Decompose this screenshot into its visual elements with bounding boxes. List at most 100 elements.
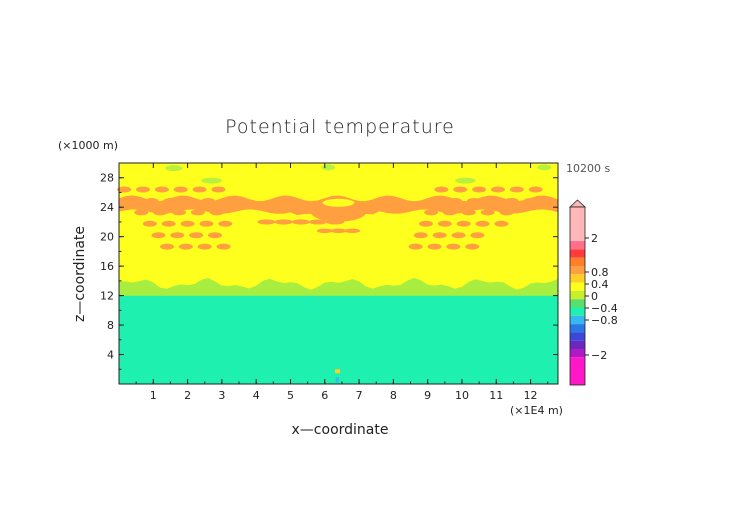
colorbar-segment [570,290,585,300]
wave-arc-middle [326,219,345,225]
colorbar-segment [570,332,585,341]
colorbar-segment [570,265,585,275]
x-tick-label: 8 [390,389,397,402]
wave-cell-left [220,197,235,204]
wave-cell-right [434,186,449,193]
x-tick-label: 3 [218,389,225,402]
region-transition-band [119,277,558,296]
wave-cell-right [504,197,519,204]
x-ticks: 1 2 3 4 5 6 7 8 9 10 11 12 [135,163,549,402]
colorbar-segment [570,299,585,308]
y-tick-label: 4 [107,349,114,362]
x-tick-label: 7 [356,389,363,402]
wave-cell-left [170,232,185,239]
y-axis-unit: (×1000 m) [58,139,119,152]
wave-cell-right [437,220,452,227]
wave-cell-right [424,209,439,216]
y-tick-label: 8 [107,319,114,332]
colorbar-label: −0.4 [591,302,618,315]
green-patch [165,165,183,172]
wave-cell-right [451,232,466,239]
wave-dome-core [322,198,355,207]
wave-cell-left [189,232,204,239]
wave-cell-right [490,186,505,193]
colorbar-segment [570,282,585,291]
wave-cell-left [136,186,151,193]
x-tick-label: 9 [424,389,431,402]
wave-arc-lower [344,228,361,233]
wave-arc-middle [274,219,293,225]
x-tick-label: 11 [489,389,503,402]
y-tick-label: 20 [100,231,114,244]
wave-arc-middle [308,219,327,225]
y-tick-label: 12 [100,290,114,303]
colorbar-segment [570,249,585,258]
y-tick-label: 24 [100,201,114,214]
wave-cell-left [142,220,157,227]
wave-cell-left [154,186,169,193]
colorbar-segment [570,307,585,316]
x-tick-label: 1 [150,389,157,402]
wave-arc-lower [316,228,333,233]
wave-cell-left [190,209,205,216]
wave-cell-left [151,232,166,239]
wave-cell-left [180,220,195,227]
time-label: 10200 s [566,162,611,175]
wave-cell-right [442,209,457,216]
wave-cell-right [427,243,442,250]
wave-cell-left [173,186,188,193]
x-tick-label: 10 [455,389,469,402]
x-tick-label: 6 [321,389,328,402]
wave-cell-right [494,220,509,227]
green-patch [455,177,476,184]
colorbar-segment [570,324,585,333]
wave-cell-right [465,243,480,250]
wave-cell-left [134,209,149,216]
surface-disturbance-cool [335,377,339,383]
colorbar-segment [570,315,585,325]
wave-cell-right [446,243,461,250]
wave-cell-right [466,197,481,204]
colorbar-label: −2 [591,349,607,362]
wave-cell-right [432,232,447,239]
wave-cell-left [117,186,132,193]
y-tick-label: 28 [100,172,114,185]
wave-cell-left [178,243,193,250]
colorbar-arrow [568,199,587,208]
wave-cell-left [144,197,159,204]
wave-cell-right [429,197,444,204]
wave-arc-middle [257,219,276,225]
colorbar-segment [570,207,585,242]
x-tick-label: 4 [253,389,260,402]
wave-dome [310,201,367,222]
wave-cell-right [509,186,524,193]
wave-cell-right [461,209,476,216]
colorbar-label: 0.8 [591,266,609,279]
colorbar-segment [570,274,585,283]
wave-cell-left [216,243,231,250]
wave-cell-right [453,186,468,193]
x-axis-unit: (×1E4 m) [510,404,563,417]
wave-cell-left [211,186,226,193]
colorbar-label: −0.8 [591,314,618,327]
x-tick-label: 2 [184,389,191,402]
wave-cell-right [475,220,490,227]
wave-cell-right [528,186,543,193]
chart-title: Potential temperature [225,116,455,138]
colorbar-segment [570,349,585,358]
wave-cell-right [485,197,500,204]
wave-cell-left [209,209,224,216]
green-patch [201,177,222,184]
colorbar: 2 0.80.40−0.4−0.8 −2 [568,199,618,386]
wave-cell-left [163,197,178,204]
x-axis-label: x—coordinate [291,422,389,438]
wave-cell-right [480,209,495,216]
wave-cell-left [192,186,207,193]
wave-cell-left [218,220,233,227]
wave-cell-left [199,220,214,227]
wave-cell-right [408,243,423,250]
wave-cell-left [125,197,140,204]
colorbar-label: 2 [591,232,598,245]
wave-cell-left [208,232,223,239]
